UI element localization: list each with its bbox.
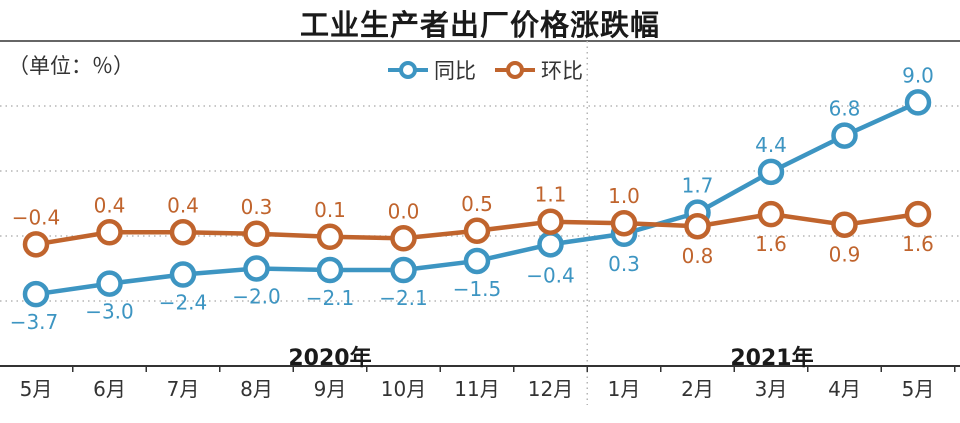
data-point-mom xyxy=(610,209,638,237)
legend-marker-yoy xyxy=(388,61,428,79)
data-point-mom xyxy=(316,223,344,251)
data-label-mom: 0.5 xyxy=(461,192,493,216)
x-tick-label: 8月 xyxy=(240,377,273,401)
legend-label-mom: 环比 xyxy=(541,59,583,83)
legend-item-yoy: 同比 xyxy=(387,55,476,85)
x-tick-label: 9月 xyxy=(314,377,347,401)
x-tick-label: 10月 xyxy=(381,377,426,401)
data-label-yoy: −2.1 xyxy=(306,286,355,310)
x-tick-label: 11月 xyxy=(454,377,499,401)
data-label-mom: 1.0 xyxy=(608,184,640,208)
data-point-yoy xyxy=(243,255,270,282)
data-label-yoy: 4.4 xyxy=(755,133,787,157)
legend-marker-mom xyxy=(495,61,535,79)
data-label-mom: 0.3 xyxy=(241,195,273,219)
data-point-mom xyxy=(390,225,417,252)
data-label-yoy: 6.8 xyxy=(829,97,861,121)
x-tick-label: 2月 xyxy=(681,377,714,401)
data-label-mom: 0.1 xyxy=(314,198,346,222)
data-point-mom xyxy=(904,200,932,228)
data-label-mom: 0.9 xyxy=(829,243,861,267)
data-label-mom: 0.4 xyxy=(167,193,199,217)
data-point-mom xyxy=(463,217,491,244)
data-label-mom: 0.8 xyxy=(682,244,714,268)
data-label-mom: −0.4 xyxy=(12,205,61,229)
x-tick-label: 6月 xyxy=(93,377,126,401)
year-label-2021: 2021年 xyxy=(730,346,814,371)
x-tick-label: 12月 xyxy=(528,377,573,401)
x-tick-label: 5月 xyxy=(902,377,935,401)
data-label-yoy: −3.0 xyxy=(85,300,134,324)
data-point-mom xyxy=(22,231,50,258)
data-point-mom xyxy=(757,200,785,228)
data-point-yoy xyxy=(463,247,491,275)
data-label-yoy: −0.4 xyxy=(526,263,575,287)
data-point-mom xyxy=(169,219,197,246)
data-label-mom: 0.0 xyxy=(388,199,420,223)
x-tick-label: 1月 xyxy=(608,377,641,401)
data-label-yoy: 1.7 xyxy=(682,174,714,198)
data-point-mom xyxy=(831,211,858,238)
data-label-mom: 0.4 xyxy=(94,193,126,217)
data-label-yoy: −2.1 xyxy=(379,286,428,310)
x-tick-label: 4月 xyxy=(828,377,861,401)
legend-item-mom: 环比 xyxy=(494,55,583,85)
x-tick-label: 5月 xyxy=(20,377,53,401)
year-label-2020: 2020年 xyxy=(288,346,372,371)
data-label-mom: 1.1 xyxy=(535,183,567,207)
data-point-yoy xyxy=(537,231,564,258)
data-label-yoy: −2.4 xyxy=(159,291,208,315)
data-label-mom: 1.6 xyxy=(755,232,787,256)
chart-title: 工业生产者出厂价格涨跌幅 xyxy=(299,8,660,42)
data-label-yoy: −2.0 xyxy=(232,285,281,309)
x-tick-label: 7月 xyxy=(167,377,200,401)
unit-label: （单位：％） xyxy=(8,54,134,78)
x-tick-label: 3月 xyxy=(755,377,788,401)
data-point-mom xyxy=(684,212,711,240)
data-label-yoy: 9.0 xyxy=(902,63,934,87)
data-point-yoy xyxy=(169,261,197,288)
data-label-yoy: −3.7 xyxy=(10,310,59,334)
data-point-mom xyxy=(243,220,270,248)
legend: 同比 环比 xyxy=(387,55,601,85)
data-label-mom: 1.6 xyxy=(902,232,934,256)
legend-label-yoy: 同比 xyxy=(434,59,476,83)
data-point-yoy xyxy=(22,280,50,308)
data-point-mom xyxy=(537,208,564,235)
data-point-yoy xyxy=(904,89,932,116)
data-point-yoy xyxy=(757,158,785,186)
data-point-yoy xyxy=(96,270,123,297)
data-point-mom xyxy=(96,219,123,246)
data-point-yoy xyxy=(831,122,858,149)
data-label-yoy: 0.3 xyxy=(608,252,640,276)
data-point-yoy xyxy=(390,256,417,284)
data-label-yoy: −1.5 xyxy=(453,277,502,301)
data-point-yoy xyxy=(316,256,344,284)
